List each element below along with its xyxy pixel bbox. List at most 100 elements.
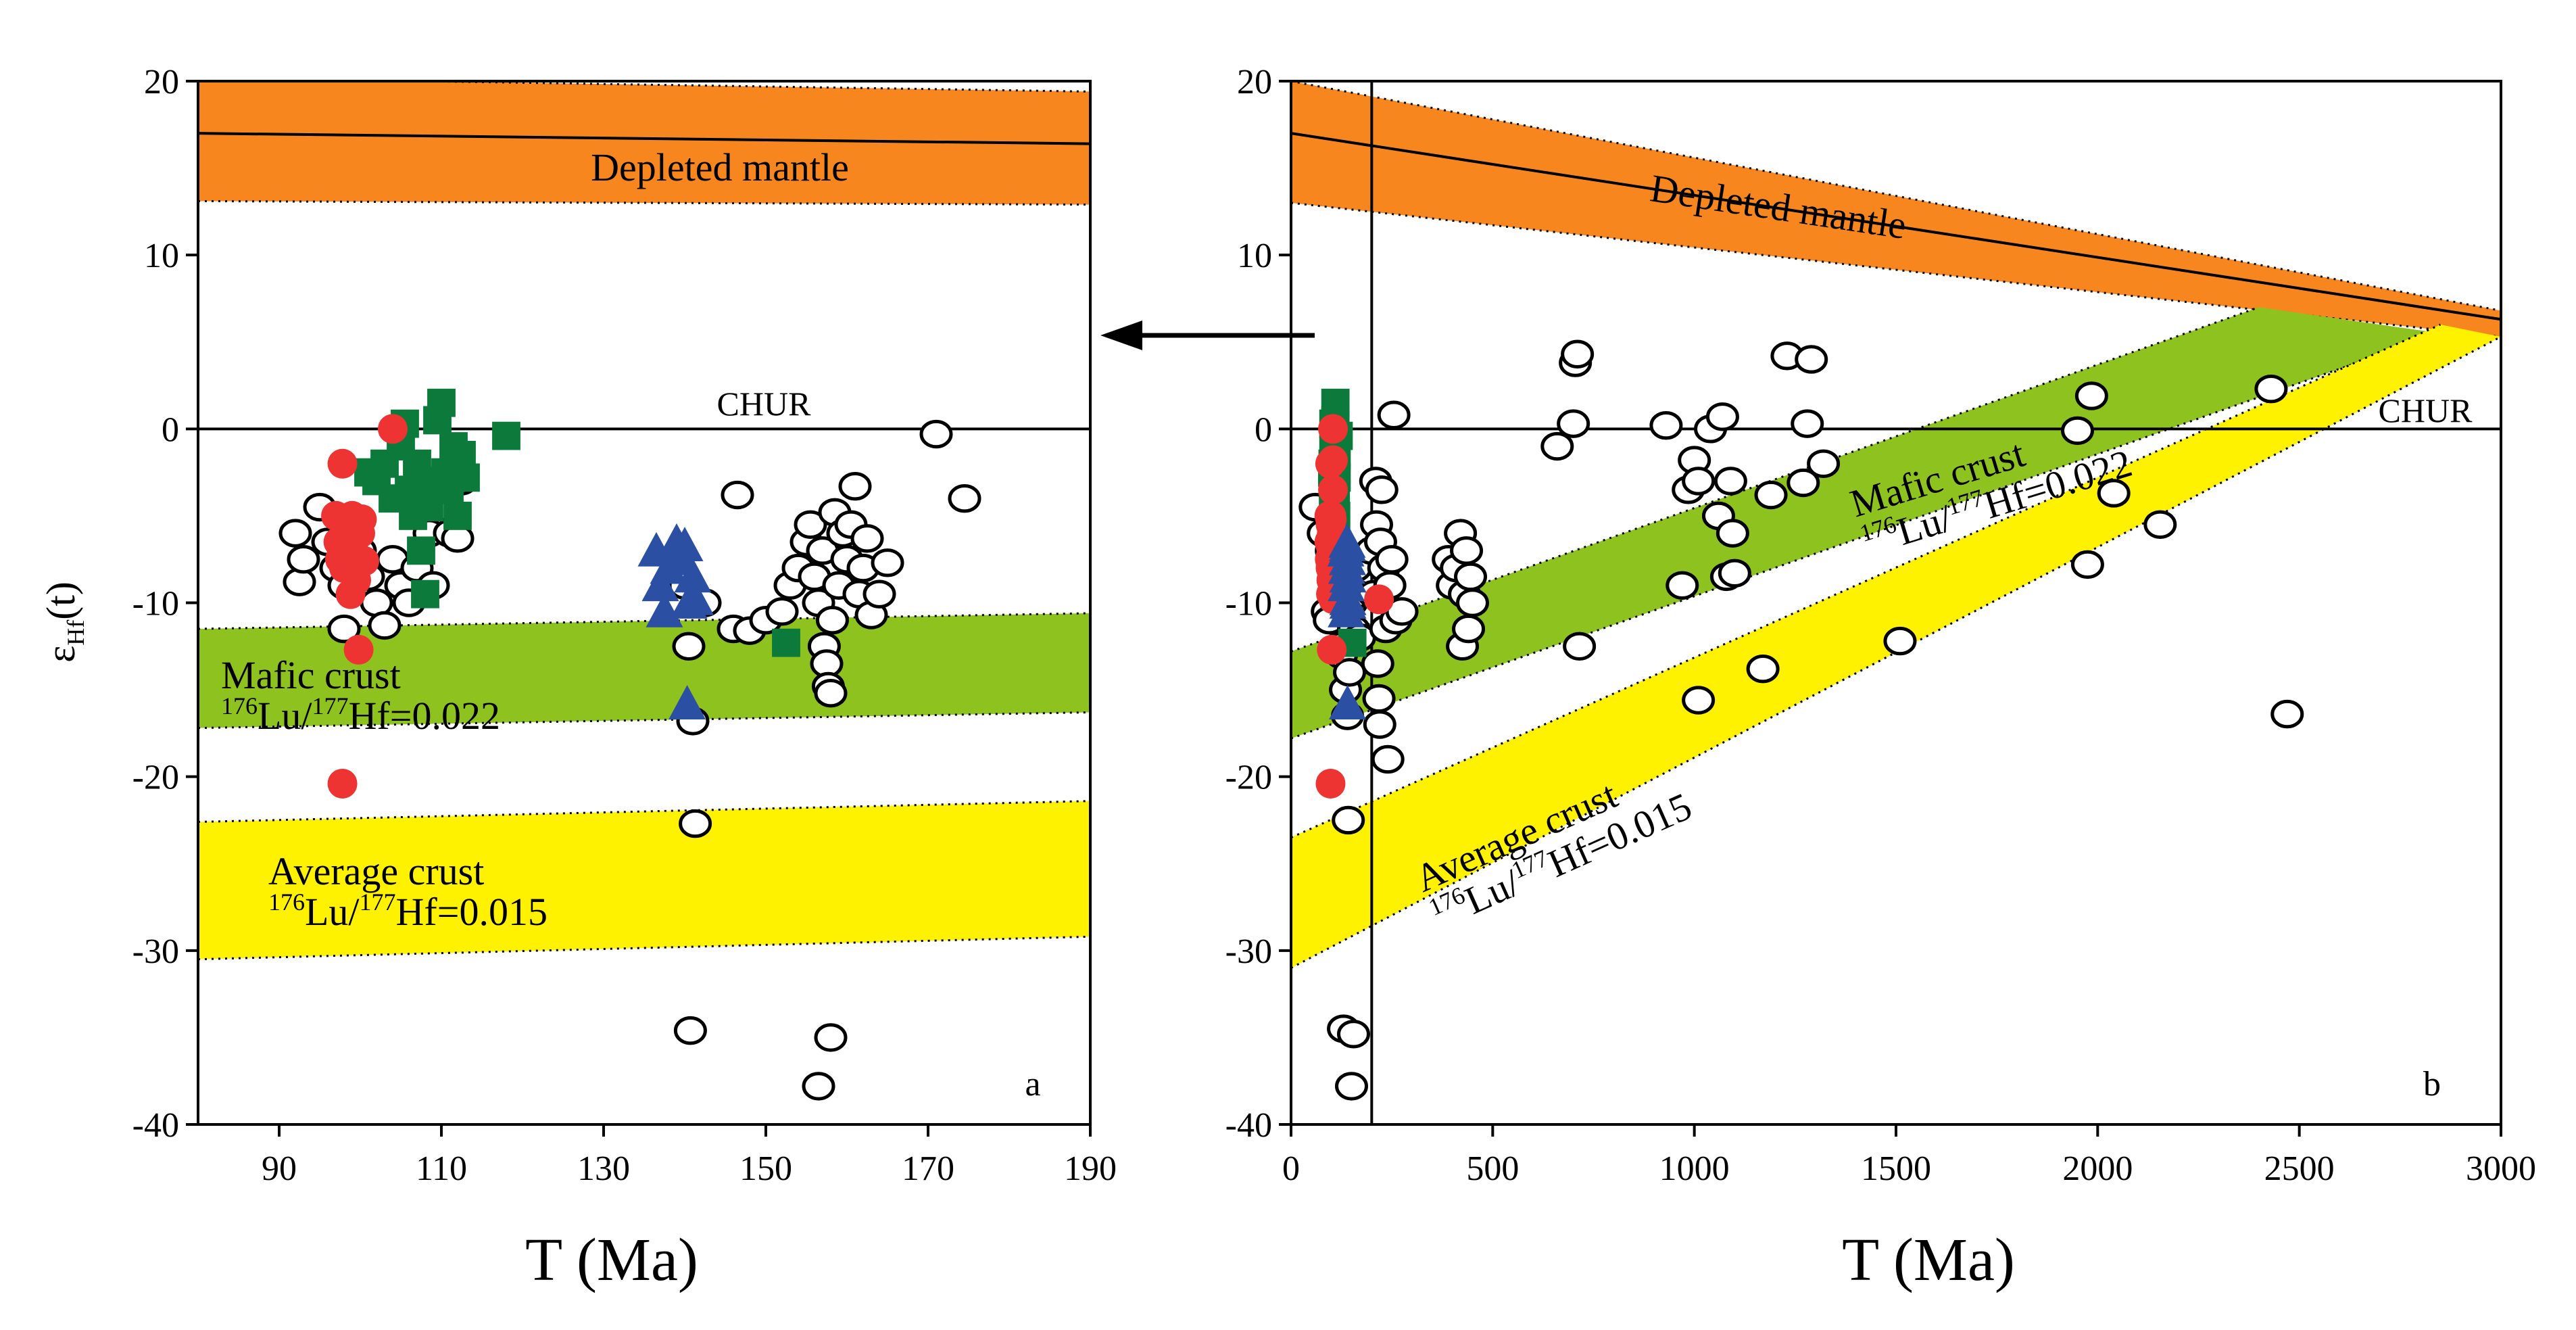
a-y-tick-label: 0 <box>162 410 179 449</box>
b-point-open-circle <box>2143 510 2177 539</box>
b-point-open-circle <box>1563 632 1597 661</box>
b-point-open-circle <box>1714 467 1747 496</box>
b-point-open-circle <box>1333 658 1367 687</box>
a-point-filled-square <box>492 421 520 450</box>
a-y-tick-label: 20 <box>144 63 179 101</box>
b-panel-letter: b <box>2423 1065 2441 1103</box>
panel-b: -40 -30 -20 -10 0 10 20 0 500 1000 1500 2000 2500 30… <box>1225 63 2536 1293</box>
b-chur-label: CHUR <box>2379 391 2473 429</box>
b-point-open-circle <box>1682 467 1716 496</box>
a-avg-iso-lu: 176 <box>268 888 305 916</box>
a-point-filled-triangle <box>669 685 706 720</box>
a-y-tick-label: -10 <box>132 585 179 623</box>
a-avg-el-lu: Lu/ <box>305 890 360 934</box>
b-point-open-circle <box>1561 339 1595 369</box>
b-point-open-circle <box>1807 449 1841 478</box>
b-y-tick-label: 20 <box>1237 63 1272 101</box>
a-point-open-circle <box>815 606 849 635</box>
arrow-head <box>1100 320 1142 350</box>
a-point-open-circle <box>802 1072 835 1101</box>
a-y-tick-label: 10 <box>144 237 179 275</box>
b-y-tick-label: 10 <box>1237 237 1272 275</box>
b-point-open-circle <box>1335 1072 1368 1101</box>
a-point-filled-square <box>407 536 435 565</box>
b-point-open-circle <box>1754 480 1788 510</box>
panel-a: -40 -30 -20 -10 0 10 20 90 110 130 150 170 190 CHUR… <box>39 63 1117 1293</box>
b-point-open-circle <box>2097 479 2131 508</box>
b-point-open-circle <box>2061 416 2094 446</box>
a-band-depleted-mantle <box>198 81 1090 205</box>
b-point-open-circle <box>1456 588 1489 617</box>
b-x-tick-label: 1500 <box>1861 1149 1931 1188</box>
a-point-open-circle <box>862 579 896 609</box>
a-point-open-circle <box>794 510 827 539</box>
a-point-filled-circle <box>327 448 358 479</box>
b-x-tick-label: 0 <box>1282 1149 1300 1188</box>
a-point-filled-square <box>772 628 800 657</box>
b-point-open-circle <box>1791 409 1824 438</box>
a-average-crust-ratio: 176Lu/177Hf=0.015 <box>268 888 548 934</box>
b-y-ticks: -40 -30 -20 -10 0 10 20 <box>1225 63 1291 1145</box>
a-band-edge-average-crust-bottom <box>198 935 1090 961</box>
b-x-tick-label: 3000 <box>2466 1149 2536 1188</box>
b-band-edge-mafic-crust-bottom <box>1291 332 2441 740</box>
b-point-open-circle <box>1375 545 1409 574</box>
a-point-filled-circle <box>347 504 377 535</box>
b-point-filled-circle <box>1364 584 1394 615</box>
a-average-crust-label: Average crust <box>268 849 484 893</box>
a-point-filled-triangle <box>677 580 714 615</box>
a-mafic-crust-ratio: 176Lu/177Hf=0.022 <box>221 692 500 738</box>
a-points <box>278 388 981 1101</box>
a-avg-iso-hf: 177 <box>360 888 396 916</box>
b-points <box>1298 339 2304 1101</box>
a-y-tick-label: -30 <box>132 932 179 971</box>
b-point-filled-square <box>1321 388 1350 417</box>
a-point-filled-triangle <box>674 558 712 593</box>
a-x-tick-label: 110 <box>416 1149 467 1188</box>
b-x-axis-title: T (Ma) <box>1842 1227 2015 1293</box>
a-point-filled-circle <box>378 414 408 444</box>
a-point-filled-circle <box>343 634 374 665</box>
b-point-open-circle <box>1557 409 1590 438</box>
b-y-tick-label: -10 <box>1225 585 1272 623</box>
a-band-average-crust <box>198 801 1090 959</box>
b-depleted-mantle-line <box>1291 132 2501 321</box>
b-point-open-circle <box>1361 649 1394 678</box>
b-point-open-circle <box>1682 686 1716 715</box>
b-point-filled-circle <box>1318 414 1348 444</box>
a-point-open-circle <box>721 480 754 510</box>
a-point-open-circle <box>919 419 953 449</box>
a-mafic-tail: Hf=0.022 <box>349 694 500 738</box>
b-point-open-circle <box>1718 559 1751 588</box>
b-point-open-circle <box>1666 571 1699 600</box>
b-point-open-circle <box>1716 519 1749 548</box>
b-point-filled-circle <box>1315 768 1346 799</box>
b-x-tick-label: 2000 <box>2062 1149 2133 1188</box>
a-point-open-circle <box>871 548 904 577</box>
a-point-filled-square <box>452 463 480 492</box>
arrow-b-to-a <box>1100 320 1315 350</box>
a-x-tick-label: 130 <box>577 1149 630 1188</box>
a-point-filled-circle <box>349 546 379 576</box>
a-point-filled-square <box>443 502 472 530</box>
a-x-tick-label: 150 <box>739 1149 792 1188</box>
a-mafic-crust-label: Mafic crust <box>221 653 401 697</box>
b-x-ticks: 0 500 1000 1500 2000 2500 3000 <box>1282 1124 2536 1188</box>
b-point-filled-triangle <box>1329 580 1367 615</box>
b-point-filled-circle <box>1318 475 1348 505</box>
b-point-open-circle <box>1454 562 1488 592</box>
a-y-tick-label: -40 <box>132 1106 179 1145</box>
a-point-open-circle <box>368 611 402 640</box>
a-point-filled-square <box>411 579 439 609</box>
a-band-edge-average-crust-top <box>198 800 1090 824</box>
a-mafic-iso-hf: 177 <box>312 692 349 719</box>
a-point-open-circle <box>679 809 712 838</box>
b-point-open-circle <box>2070 550 2104 579</box>
b-point-filled-circle <box>1317 634 1347 665</box>
b-point-filled-triangle <box>1329 527 1367 562</box>
a-mafic-el-lu: Lu/ <box>258 694 312 738</box>
b-point-filled-triangle <box>1329 558 1367 593</box>
a-band-edge-depleted-mantle-top <box>356 81 1090 93</box>
a-panel-letter: a <box>1025 1065 1040 1103</box>
